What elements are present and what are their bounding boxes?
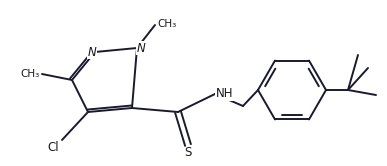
Text: S: S [184, 146, 192, 159]
Text: CH₃: CH₃ [157, 19, 176, 29]
Text: CH₃: CH₃ [21, 69, 40, 79]
Text: Cl: Cl [47, 141, 59, 154]
Text: NH: NH [216, 86, 233, 99]
Text: N: N [137, 42, 146, 54]
Text: N: N [87, 45, 96, 58]
